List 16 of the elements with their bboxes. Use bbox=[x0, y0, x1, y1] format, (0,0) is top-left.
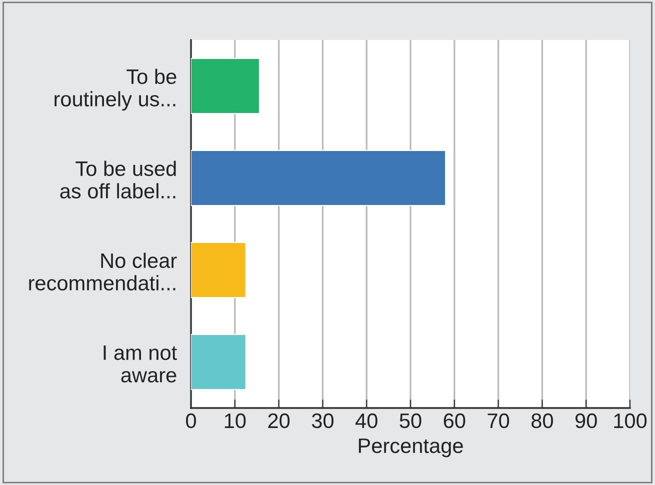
y-tick-label: To be used as off label... bbox=[60, 160, 176, 198]
x-tick-label: 10 bbox=[224, 413, 246, 428]
x-tick-label: 40 bbox=[355, 413, 378, 428]
x-tick-label: 60 bbox=[444, 413, 466, 428]
x-tick-label: 90 bbox=[575, 413, 597, 428]
x-tick-label: 0 bbox=[186, 413, 196, 428]
x-tick-label: 50 bbox=[400, 413, 422, 428]
x-axis-title: Percentage bbox=[358, 438, 463, 458]
x-tick-label: 80 bbox=[532, 413, 553, 428]
y-tick-label: To be routinely us... bbox=[54, 68, 176, 111]
x-tick-label: 20 bbox=[268, 413, 290, 428]
x-tick-label: 100 bbox=[614, 413, 647, 428]
y-tick-label: I am not aware bbox=[104, 346, 177, 382]
x-tick-label: 70 bbox=[488, 413, 510, 428]
x-tick-label: 30 bbox=[312, 413, 334, 428]
y-tick-label: No clear recommendati... bbox=[29, 252, 177, 290]
